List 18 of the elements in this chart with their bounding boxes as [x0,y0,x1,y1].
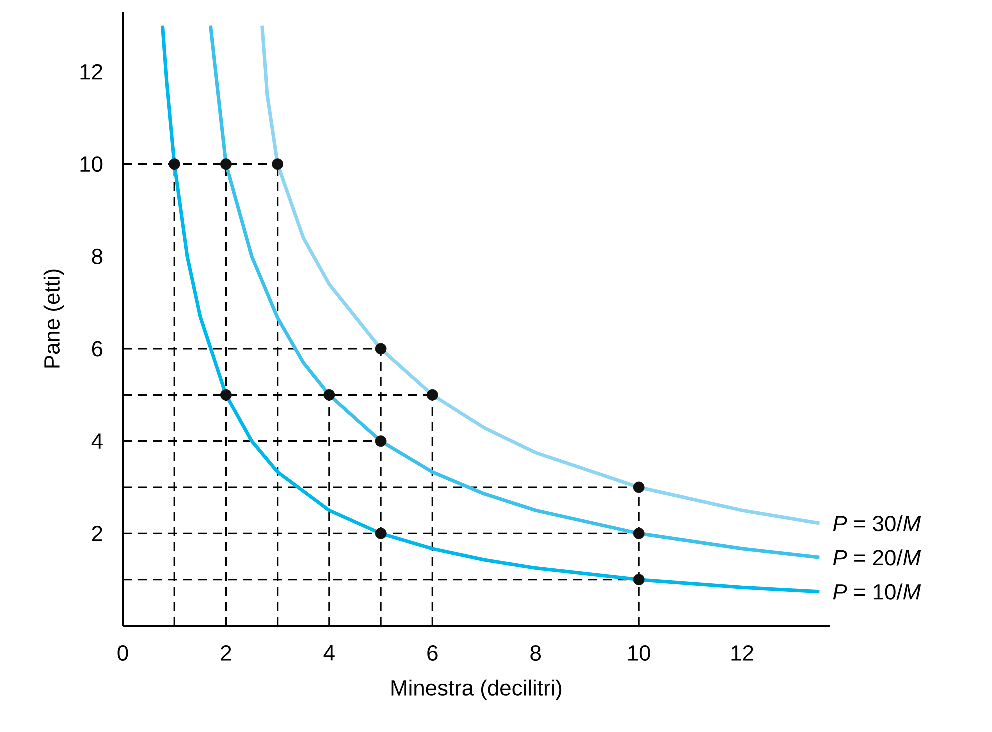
x-tick-label: 10 [628,645,650,662]
y-tick-label: 2 [92,526,102,542]
series-label: P = 10/M [833,584,922,600]
x-tick-label: 6 [428,645,438,662]
x-tick-label: 12 [732,645,754,661]
series-label: P = 30/M [833,515,922,532]
y-tick-label: 10 [80,156,103,172]
y-tick-label: 6 [92,341,103,357]
y-axis-title: Pane (etti) [44,270,64,368]
x-tick-label: 4 [324,646,335,661]
y-tick-label: 4 [92,434,103,449]
series-label: P = 20/M [833,550,922,566]
x-tick-label: 0 [118,645,128,662]
x-axis-title: Minestra (decilitri) [392,680,562,700]
y-tick-label: 8 [92,248,103,264]
x-tick-label: 8 [530,645,541,662]
x-tick-label: 2 [221,645,232,661]
y-tick-label: 12 [80,64,102,80]
